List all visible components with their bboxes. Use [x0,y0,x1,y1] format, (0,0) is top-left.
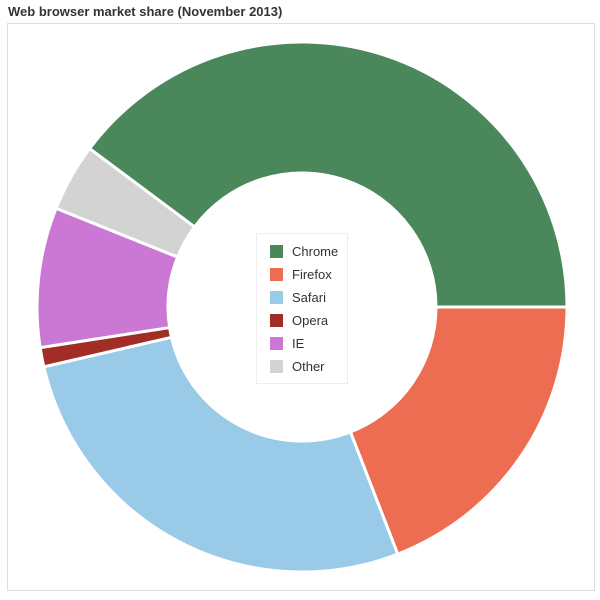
slice-chrome [87,40,569,309]
slice-firefox [348,305,569,557]
legend-swatch [270,268,283,281]
legend-item-chrome: Chrome [270,240,347,263]
legend-label: Firefox [292,267,332,282]
legend-label: Other [292,359,325,374]
legend-item-other: Other [270,355,347,378]
legend-label: Chrome [292,244,339,259]
legend-label: Opera [292,313,329,328]
legend-item-ie: IE [270,332,347,355]
legend-swatch [270,360,283,373]
legend-swatch [270,337,283,350]
legend-swatch [270,291,283,304]
legend: Chrome Firefox Safari Opera IE Other [256,233,348,384]
chart-title: Web browser market share (November 2013) [8,4,283,19]
legend-label: IE [292,336,305,351]
legend-swatch [270,245,283,258]
legend-label: Safari [292,290,326,305]
slice-other [54,146,197,260]
slice-safari [42,335,400,574]
legend-swatch [270,314,283,327]
legend-item-firefox: Firefox [270,263,347,286]
legend-item-safari: Safari [270,286,347,309]
legend-item-opera: Opera [270,309,347,332]
